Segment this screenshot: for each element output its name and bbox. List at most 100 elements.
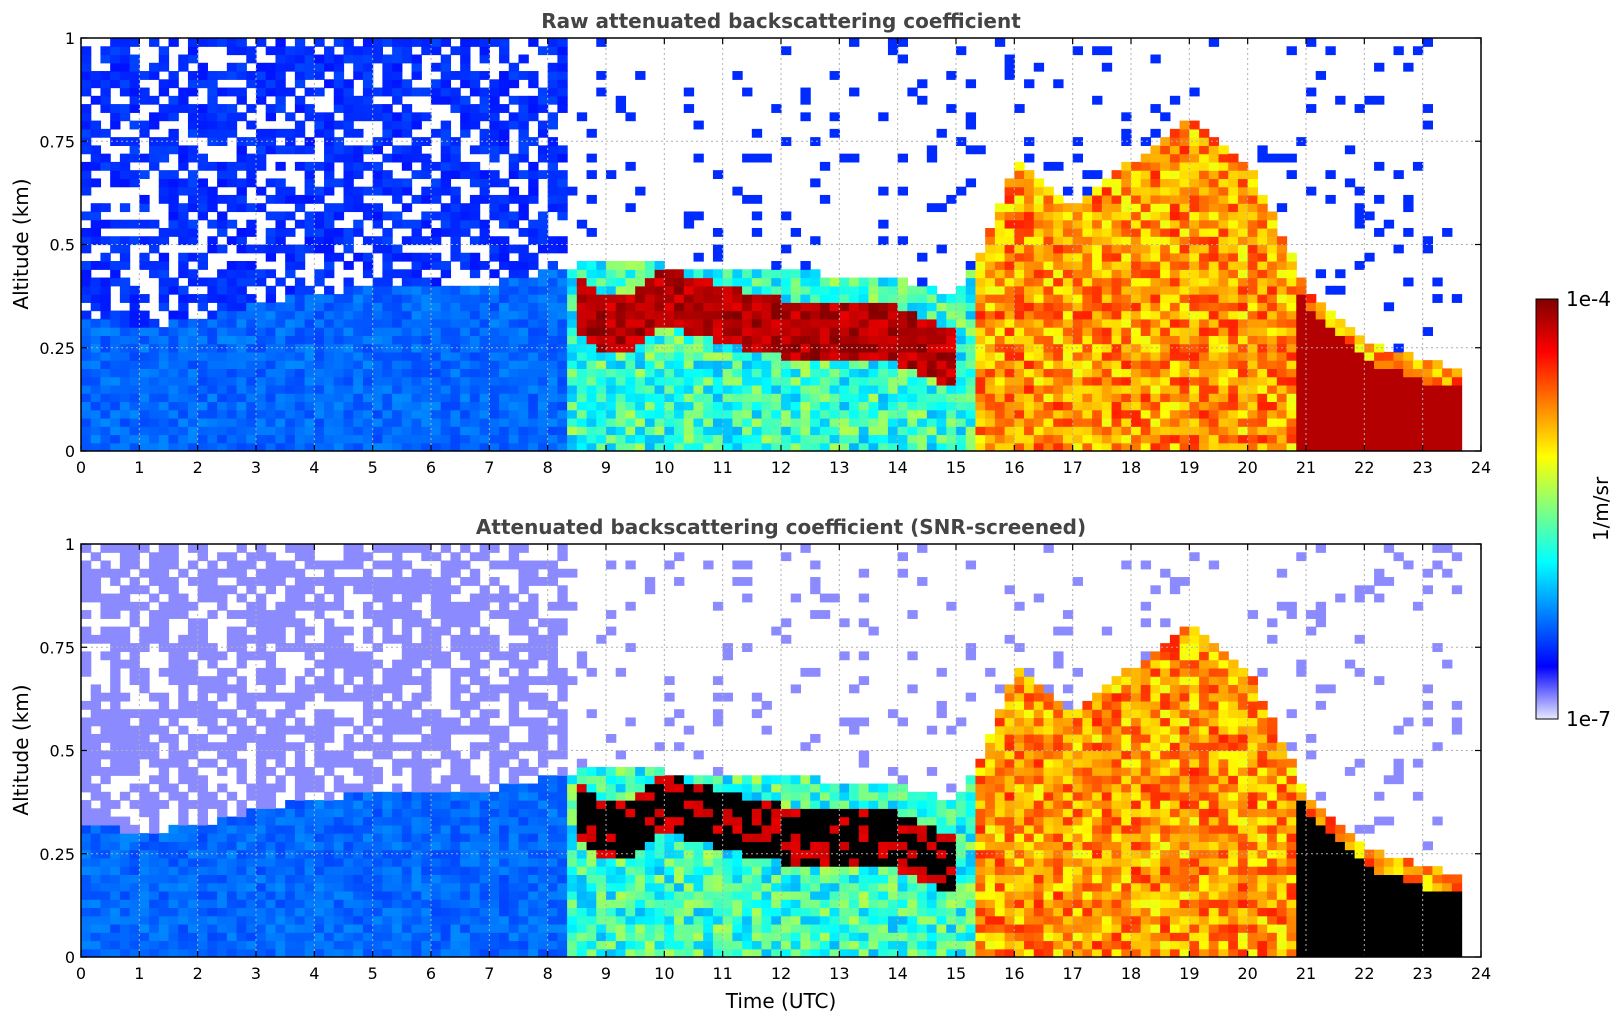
heatmap-cell <box>392 294 403 303</box>
heatmap-cell <box>537 269 549 279</box>
heatmap-cell <box>518 351 529 361</box>
heatmap-cell <box>236 318 247 328</box>
heatmap-cell <box>654 335 665 345</box>
heatmap-cell <box>1092 310 1103 320</box>
heatmap-cell <box>664 360 675 369</box>
heatmap-cell <box>489 343 500 353</box>
heatmap-cell <box>294 360 306 369</box>
heatmap-cell <box>742 360 753 369</box>
heatmap-cell <box>489 79 500 89</box>
heatmap-cell <box>187 38 199 47</box>
heatmap-cell <box>226 393 238 403</box>
heatmap-cell <box>615 343 627 353</box>
heatmap-cell <box>664 351 675 361</box>
heatmap-cell <box>1062 335 1074 345</box>
heatmap-cell <box>557 79 568 89</box>
heatmap-cell <box>129 120 140 130</box>
heatmap-cell <box>382 211 393 221</box>
heatmap-cell <box>158 409 170 419</box>
heatmap-cell <box>168 360 179 369</box>
heatmap-cell <box>460 261 471 270</box>
heatmap-cell <box>1140 227 1152 237</box>
heatmap-cell <box>119 153 131 163</box>
heatmap-cell <box>917 294 928 303</box>
heatmap-cell <box>1121 384 1132 394</box>
heatmap-cell <box>528 104 539 113</box>
heatmap-cell <box>119 335 131 345</box>
heatmap-cell <box>168 791 179 801</box>
heatmap-cell <box>975 252 986 262</box>
heatmap-cell <box>499 38 510 47</box>
heatmap-cell <box>1199 417 1210 427</box>
heatmap-cell <box>119 568 131 578</box>
heatmap-cell <box>1101 227 1113 237</box>
heatmap-cell <box>479 186 490 196</box>
heatmap-cell <box>100 948 111 957</box>
heatmap-cell <box>654 393 665 403</box>
heatmap-cell <box>1286 434 1297 444</box>
heatmap-cell <box>256 128 267 138</box>
heatmap-cell <box>547 335 558 345</box>
heatmap-cell <box>897 384 908 394</box>
heatmap-cell <box>586 393 597 403</box>
heatmap-cell <box>1393 426 1404 436</box>
heatmap-cell <box>499 368 510 378</box>
heatmap-cell <box>683 368 695 378</box>
heatmap-cell <box>1131 376 1142 386</box>
heatmap-cell <box>119 219 131 229</box>
heatmap-cell <box>508 426 520 436</box>
heatmap-cell <box>226 203 238 213</box>
heatmap-cell <box>1393 376 1404 386</box>
heatmap-cell <box>382 128 393 138</box>
heatmap-cell <box>499 294 510 303</box>
heatmap-cell <box>450 153 461 163</box>
heatmap-cell <box>275 219 286 229</box>
heatmap-cell <box>1199 194 1210 204</box>
heatmap-cell <box>129 434 140 444</box>
heatmap-cell <box>1218 302 1229 312</box>
heatmap-cell <box>187 327 199 336</box>
heatmap-cell <box>1101 211 1113 221</box>
heatmap-cell <box>936 360 947 369</box>
heatmap-cell <box>119 742 131 752</box>
heatmap-cell <box>431 236 442 246</box>
heatmap-cell <box>256 269 267 279</box>
heatmap-cell <box>1169 203 1181 213</box>
heatmap-cell <box>489 236 500 246</box>
heatmap-cell <box>712 227 724 237</box>
heatmap-cell <box>314 351 325 361</box>
heatmap-cell <box>537 219 549 229</box>
heatmap-cell <box>615 384 627 394</box>
heatmap-cell <box>440 71 452 80</box>
heatmap-cell <box>1199 368 1210 378</box>
heatmap-cell <box>469 211 481 221</box>
heatmap-cell <box>849 409 860 419</box>
heatmap-cell <box>411 261 422 270</box>
heatmap-cell <box>761 376 772 386</box>
heatmap-cell <box>129 800 140 809</box>
heatmap-cell <box>1218 335 1229 345</box>
heatmap-cell <box>1432 426 1443 436</box>
heatmap-cell <box>499 409 510 419</box>
heatmap-cell <box>178 351 189 361</box>
heatmap-cell <box>81 87 92 97</box>
heatmap-cell <box>1111 186 1122 196</box>
heatmap-cell <box>1179 128 1190 138</box>
heatmap-cell <box>489 194 500 204</box>
heatmap-cell <box>1121 401 1132 411</box>
heatmap-cell <box>1364 417 1375 427</box>
heatmap-cell <box>829 393 840 403</box>
heatmap-cell <box>644 442 656 451</box>
heatmap-cell <box>1267 261 1278 270</box>
heatmap-cell <box>732 318 743 328</box>
heatmap-cell <box>1208 153 1220 163</box>
heatmap-cell <box>576 302 588 312</box>
heatmap-cell <box>1179 186 1190 196</box>
heatmap-cell <box>333 294 345 303</box>
heatmap-cell <box>119 659 131 669</box>
heatmap-cell <box>81 277 92 287</box>
heatmap-cell <box>878 335 889 345</box>
heatmap-cell <box>119 907 131 917</box>
heatmap-cell <box>149 750 160 760</box>
heatmap-cell <box>1237 376 1249 386</box>
